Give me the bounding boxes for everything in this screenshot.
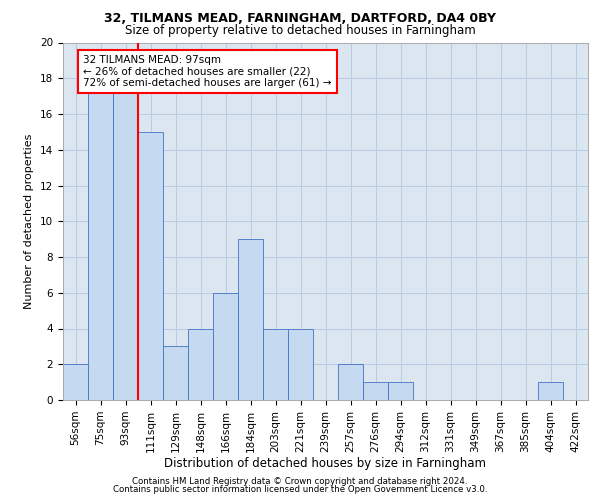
Text: Contains HM Land Registry data © Crown copyright and database right 2024.: Contains HM Land Registry data © Crown c… <box>132 477 468 486</box>
Bar <box>338 364 363 400</box>
Y-axis label: Number of detached properties: Number of detached properties <box>25 134 34 309</box>
X-axis label: Distribution of detached houses by size in Farningham: Distribution of detached houses by size … <box>164 458 487 470</box>
Text: Contains public sector information licensed under the Open Government Licence v3: Contains public sector information licen… <box>113 485 487 494</box>
Bar <box>88 78 113 400</box>
Bar <box>188 328 213 400</box>
Bar <box>263 328 288 400</box>
Text: Size of property relative to detached houses in Farningham: Size of property relative to detached ho… <box>125 24 475 37</box>
Bar <box>63 364 88 400</box>
Bar <box>163 346 188 400</box>
Text: 32, TILMANS MEAD, FARNINGHAM, DARTFORD, DA4 0BY: 32, TILMANS MEAD, FARNINGHAM, DARTFORD, … <box>104 12 496 26</box>
Bar <box>288 328 313 400</box>
Bar <box>363 382 388 400</box>
Bar <box>238 239 263 400</box>
Bar <box>213 292 238 400</box>
Bar <box>388 382 413 400</box>
Bar <box>113 78 138 400</box>
Bar <box>538 382 563 400</box>
Bar <box>138 132 163 400</box>
Text: 32 TILMANS MEAD: 97sqm
← 26% of detached houses are smaller (22)
72% of semi-det: 32 TILMANS MEAD: 97sqm ← 26% of detached… <box>83 55 331 88</box>
